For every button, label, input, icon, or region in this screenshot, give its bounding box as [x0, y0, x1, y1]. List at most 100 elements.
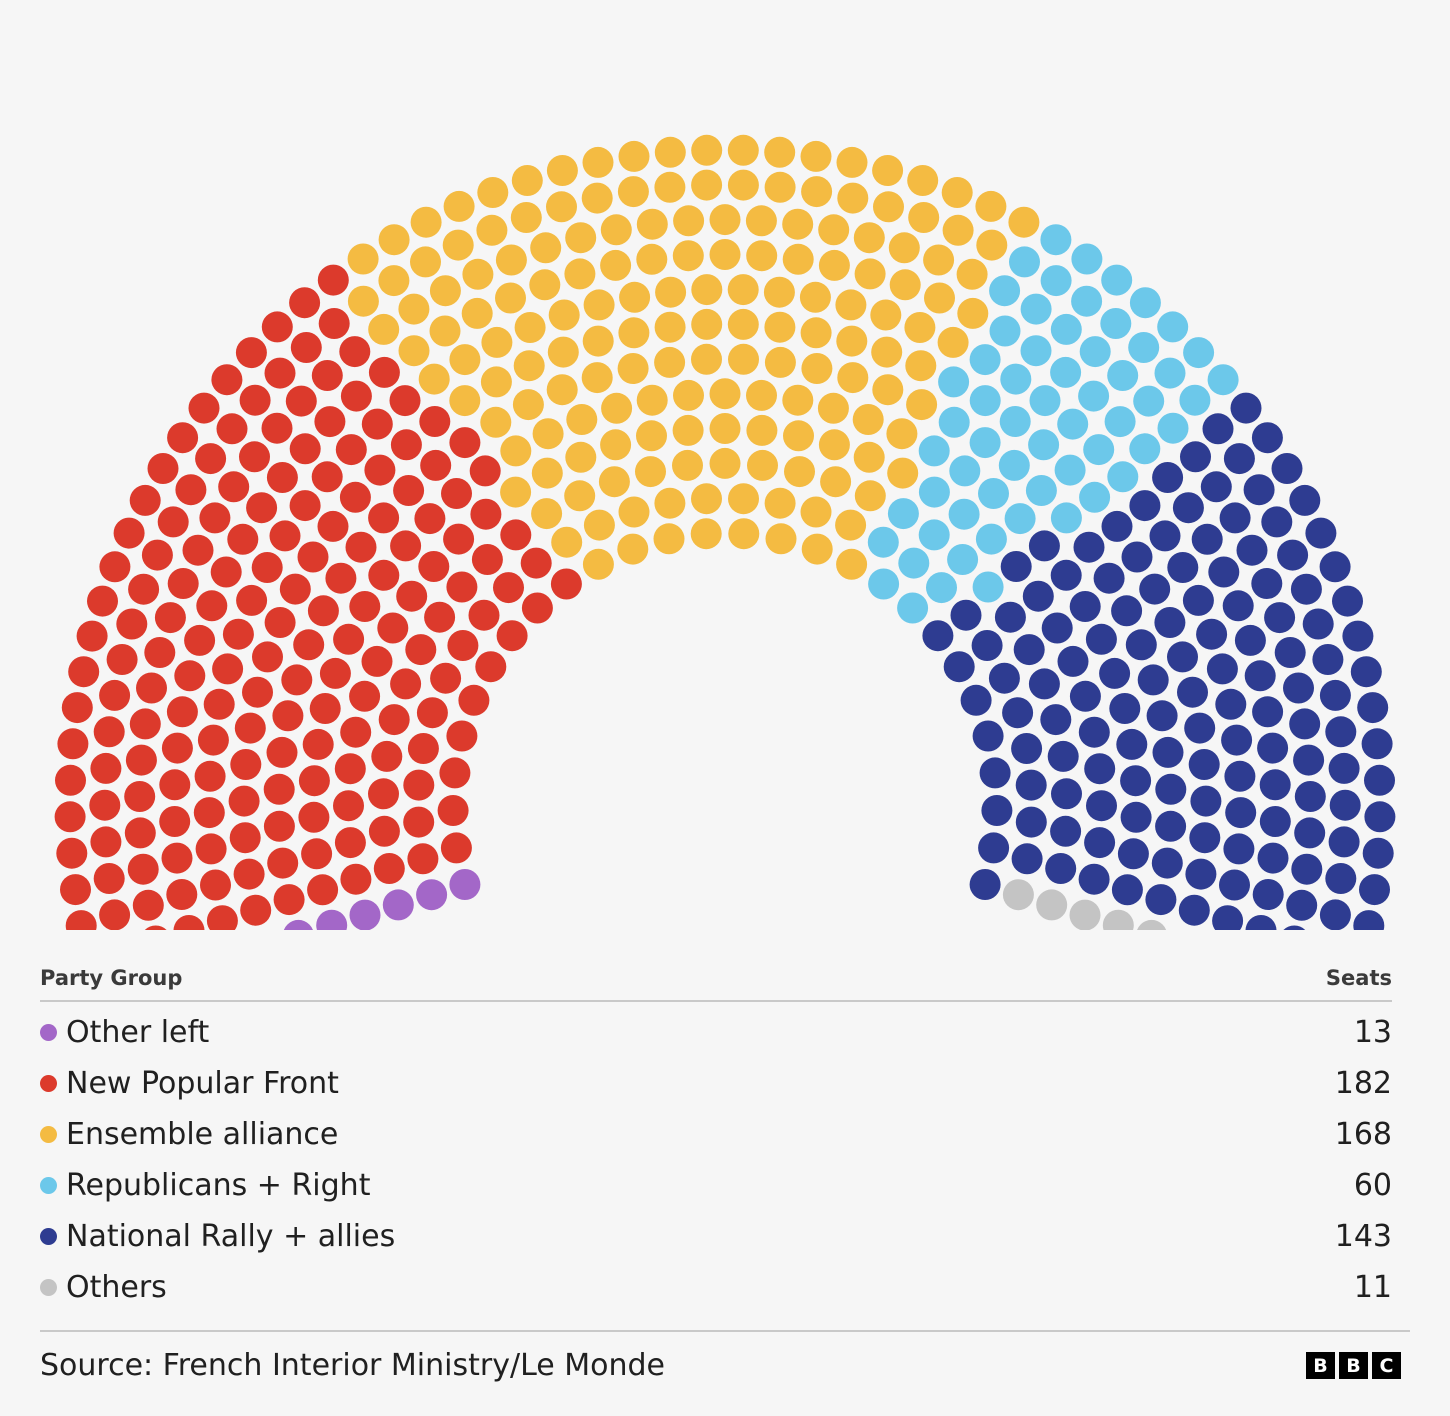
seat-dot-new-popular-front	[418, 551, 450, 582]
seat-dot-republicans-right	[887, 498, 919, 530]
seat-dot-national-rally-allies	[1364, 764, 1395, 796]
seat-dot-ensemble-alliance	[654, 171, 686, 203]
seat-dot-new-popular-front	[222, 618, 254, 650]
seat-dot-new-popular-front	[333, 623, 365, 655]
seat-dot-new-popular-front	[200, 869, 231, 901]
seat-dot-national-rally-allies	[1151, 847, 1183, 879]
seat-dot-republicans-right	[867, 526, 899, 558]
seat-dot-ensemble-alliance	[691, 308, 723, 340]
seat-dot-new-popular-front	[211, 364, 243, 396]
seat-dot-republicans-right	[1000, 363, 1032, 395]
seat-dot-national-rally-allies	[1040, 704, 1072, 736]
seat-dot-ensemble-alliance	[410, 206, 442, 238]
seat-dot-ensemble-alliance	[480, 406, 512, 438]
seat-dot-ensemble-alliance	[673, 205, 705, 237]
seat-dot-new-popular-front	[368, 502, 400, 534]
seat-dot-national-rally-allies	[1259, 769, 1291, 801]
seat-dot-new-popular-front	[167, 422, 199, 454]
seat-dot-new-popular-front	[194, 760, 226, 792]
seat-dot-national-rally-allies	[1319, 551, 1351, 583]
seat-dot-ensemble-alliance	[746, 379, 777, 411]
seat-dot-republicans-right	[938, 406, 970, 438]
seat-dot-ensemble-alliance	[800, 496, 832, 528]
seat-dot-national-rally-allies	[943, 651, 975, 683]
seat-dot-national-rally-allies	[1252, 696, 1284, 728]
seat-dot-republicans-right	[949, 455, 981, 487]
seat-dot-new-popular-front	[393, 475, 425, 506]
swatch-dot	[40, 1024, 57, 1041]
seat-dot-ensemble-alliance	[937, 326, 969, 358]
seat-dot-new-popular-front	[298, 801, 330, 833]
seat-dot-new-popular-front	[314, 406, 346, 438]
seat-dot-ensemble-alliance	[653, 523, 685, 555]
seat-dot-new-popular-front	[65, 910, 97, 930]
seat-dot-ensemble-alliance	[886, 418, 918, 450]
seat-dot-ensemble-alliance	[476, 214, 508, 246]
bbc-logo-letter: C	[1372, 1352, 1401, 1379]
seat-dot-ensemble-alliance	[907, 165, 939, 196]
seat-dot-republicans-right	[1083, 434, 1115, 466]
seat-dot-new-popular-front	[317, 264, 349, 296]
seat-dot-national-rally-allies	[1011, 733, 1043, 764]
seat-dot-other-left	[382, 889, 414, 921]
seat-dot-ensemble-alliance	[449, 385, 481, 417]
seat-dot-national-rally-allies	[1167, 641, 1198, 673]
seat-dot-national-rally-allies	[1202, 413, 1234, 445]
seat-dot-national-rally-allies	[988, 662, 1020, 694]
seat-dot-national-rally-allies	[1234, 624, 1266, 656]
seat-dot-new-popular-front	[293, 629, 325, 661]
seat-dot-national-rally-allies	[1084, 827, 1116, 859]
seat-dot-new-popular-front	[373, 853, 405, 884]
seat-dot-ensemble-alliance	[801, 533, 833, 565]
seat-dot-new-popular-front	[325, 562, 357, 594]
seat-dot-national-rally-allies	[1184, 712, 1216, 744]
seat-dot-national-rally-allies	[1078, 863, 1110, 895]
seat-dot-new-popular-front	[159, 769, 191, 801]
seat-dot-national-rally-allies	[1086, 790, 1117, 822]
seat-dot-new-popular-front	[261, 412, 293, 444]
seat-dot-national-rally-allies	[1051, 778, 1082, 810]
seat-dot-new-popular-front	[377, 612, 409, 644]
swatch-dot	[40, 1126, 57, 1143]
seat-dot-national-rally-allies	[1277, 539, 1309, 571]
seat-dot-ensemble-alliance	[546, 155, 578, 186]
seat-dot-national-rally-allies	[1353, 910, 1385, 930]
seat-dot-republicans-right	[1029, 385, 1061, 417]
seat-dot-republicans-right	[1050, 313, 1082, 345]
seat-dot-new-popular-front	[364, 454, 396, 486]
seat-dot-new-popular-front	[264, 357, 296, 389]
seat-dot-ensemble-alliance	[347, 285, 379, 317]
seat-dot-ensemble-alliance	[709, 378, 741, 410]
seat-dot-national-rally-allies	[1189, 822, 1221, 854]
seat-dot-ensemble-alliance	[765, 523, 797, 555]
seat-dot-new-popular-front	[132, 889, 164, 921]
seat-dot-national-rally-allies	[1219, 869, 1250, 901]
seat-dot-ensemble-alliance	[513, 350, 545, 382]
seat-dot-national-rally-allies	[1116, 728, 1148, 760]
seat-dot-new-popular-front	[267, 847, 299, 879]
seat-dot-ensemble-alliance	[564, 480, 596, 512]
seat-dot-new-popular-front	[161, 842, 193, 874]
seat-dot-new-popular-front	[147, 453, 179, 484]
seat-dot-national-rally-allies	[1120, 765, 1152, 797]
seat-dot-new-popular-front	[159, 806, 191, 837]
seat-dot-ensemble-alliance	[548, 299, 580, 331]
seat-dot-ensemble-alliance	[872, 374, 904, 406]
seat-dot-new-popular-front	[235, 337, 267, 369]
seat-dot-national-rally-allies	[1293, 744, 1325, 776]
seat-dot-national-rally-allies	[1011, 843, 1043, 875]
seat-dot-new-popular-front	[419, 406, 451, 437]
seat-dot-ensemble-alliance	[908, 202, 940, 233]
seat-dot-others	[1036, 889, 1068, 921]
legend-row-republicans-right: Republicans + Right 60	[40, 1160, 1392, 1211]
seat-dot-ensemble-alliance	[418, 363, 450, 395]
seat-dot-republicans-right	[1129, 287, 1161, 319]
seat-dot-other-left	[349, 899, 381, 930]
seat-dot-new-popular-front	[424, 601, 456, 633]
seat-dot-ensemble-alliance	[709, 239, 741, 270]
seat-dot-national-rally-allies	[1251, 422, 1283, 454]
seat-dot-new-popular-front	[239, 441, 270, 473]
seat-dot-republicans-right	[1040, 265, 1072, 297]
seat-dot-new-popular-front	[99, 899, 131, 930]
seat-dot-new-popular-front	[124, 817, 156, 849]
